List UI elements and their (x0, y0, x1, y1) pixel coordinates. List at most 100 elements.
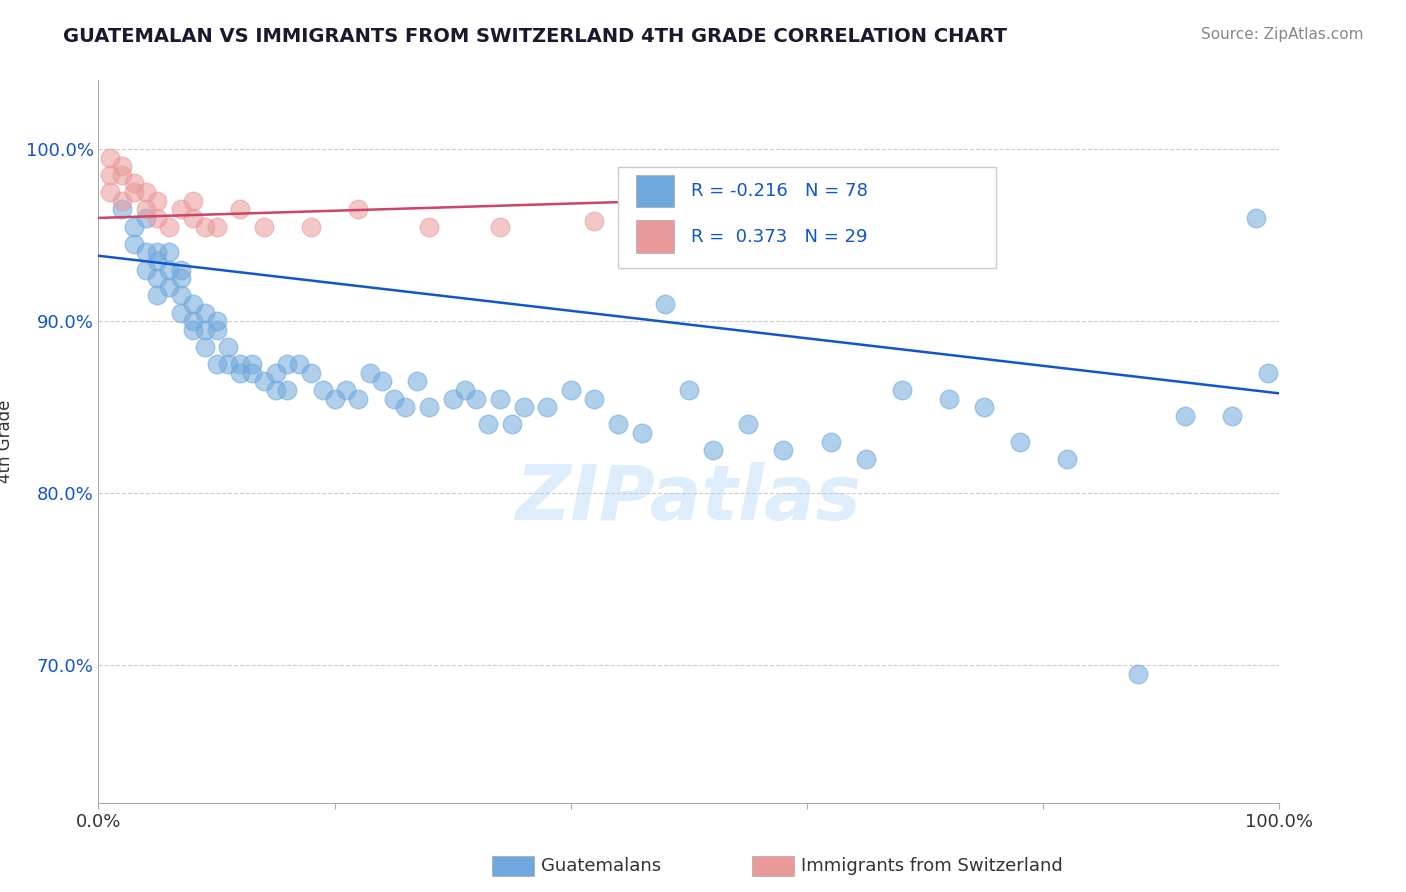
Point (194, 323, 217, 337)
Point (122, 219, 145, 234)
Point (229, 366, 252, 380)
Point (1126, 666, 1149, 681)
Point (146, 211, 169, 225)
FancyBboxPatch shape (636, 220, 673, 253)
Point (678, 219, 700, 234)
Point (135, 185, 157, 199)
Point (181, 211, 204, 225)
Point (938, 219, 960, 234)
Point (146, 288, 169, 302)
Point (181, 323, 204, 337)
Point (772, 211, 794, 225)
Point (299, 219, 322, 234)
Point (654, 297, 676, 311)
Point (194, 219, 217, 234)
Point (253, 219, 276, 234)
Point (111, 168, 134, 182)
Point (560, 383, 582, 397)
Point (205, 357, 228, 371)
Point (146, 245, 169, 260)
Point (1174, 409, 1197, 423)
Point (157, 262, 180, 277)
Y-axis label: 4th Grade: 4th Grade (0, 400, 14, 483)
Point (607, 417, 630, 432)
Point (347, 392, 370, 406)
Point (146, 194, 169, 208)
Point (170, 305, 193, 319)
Point (181, 194, 204, 208)
FancyBboxPatch shape (636, 175, 673, 208)
Point (737, 417, 759, 432)
Point (240, 366, 263, 380)
Point (938, 392, 960, 406)
Point (583, 214, 606, 228)
Point (194, 305, 217, 319)
Point (288, 357, 311, 371)
Point (453, 383, 475, 397)
Point (702, 443, 724, 458)
Point (1244, 211, 1267, 225)
Point (170, 288, 193, 302)
Point (323, 392, 346, 406)
Point (489, 392, 512, 406)
Point (477, 417, 499, 432)
Point (335, 383, 357, 397)
Point (276, 383, 298, 397)
Point (98, 168, 121, 182)
Point (512, 400, 534, 414)
Point (418, 219, 440, 234)
Point (973, 400, 995, 414)
Text: ZIPatlas: ZIPatlas (516, 462, 862, 536)
FancyBboxPatch shape (619, 167, 995, 268)
Point (146, 271, 169, 285)
Point (229, 202, 252, 217)
Point (194, 340, 217, 354)
Point (111, 159, 134, 173)
Point (1008, 434, 1031, 449)
Point (820, 434, 842, 449)
Point (181, 314, 204, 328)
Point (1220, 409, 1243, 423)
Point (98, 185, 121, 199)
Point (122, 185, 145, 199)
Point (205, 219, 228, 234)
Point (170, 202, 193, 217)
Point (1056, 451, 1078, 466)
Point (536, 400, 558, 414)
Text: GUATEMALAN VS IMMIGRANTS FROM SWITZERLAND 4TH GRADE CORRELATION CHART: GUATEMALAN VS IMMIGRANTS FROM SWITZERLAN… (63, 27, 1007, 45)
Point (772, 443, 794, 458)
Point (217, 357, 239, 371)
Point (240, 357, 263, 371)
Point (111, 202, 134, 217)
Point (501, 417, 523, 432)
Point (276, 357, 298, 371)
Point (135, 262, 157, 277)
Point (890, 383, 912, 397)
Point (217, 340, 239, 354)
Text: R = -0.216   N = 78: R = -0.216 N = 78 (692, 182, 868, 200)
Point (264, 383, 287, 397)
Point (855, 451, 877, 466)
Point (299, 366, 322, 380)
Text: Source: ZipAtlas.com: Source: ZipAtlas.com (1201, 27, 1364, 42)
Point (157, 279, 180, 293)
Point (312, 383, 335, 397)
Point (406, 375, 429, 389)
Point (583, 392, 606, 406)
Text: R =  0.373   N = 29: R = 0.373 N = 29 (692, 227, 868, 245)
Point (371, 375, 394, 389)
Point (135, 211, 157, 225)
Point (205, 314, 228, 328)
Point (489, 219, 512, 234)
Point (157, 245, 180, 260)
Point (146, 254, 169, 268)
Text: Immigrants from Switzerland: Immigrants from Switzerland (801, 857, 1063, 875)
Point (866, 202, 889, 217)
Point (205, 323, 228, 337)
Point (441, 392, 464, 406)
Point (418, 400, 440, 414)
Point (678, 383, 700, 397)
Point (382, 392, 405, 406)
Point (122, 177, 145, 191)
Point (630, 425, 652, 440)
